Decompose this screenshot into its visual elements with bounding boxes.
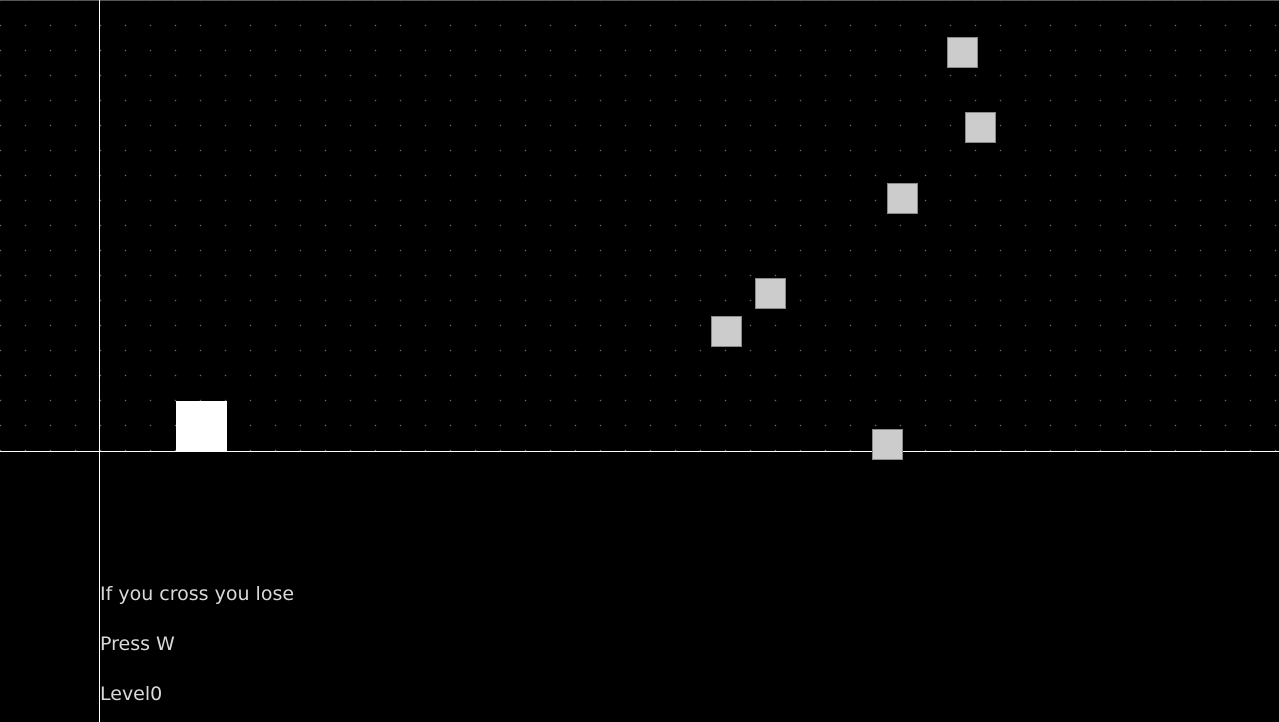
- obstacle-block: [965, 112, 996, 143]
- obstacle-block: [947, 37, 978, 68]
- level-indicator: Level0: [100, 683, 162, 705]
- obstacle-block: [755, 278, 786, 309]
- obstacle-block: [711, 316, 742, 347]
- instruction-text: Press W: [100, 633, 175, 655]
- obstacle-block: [872, 429, 903, 460]
- level-label: Level: [100, 683, 151, 705]
- warning-text: If you cross you lose: [100, 583, 295, 605]
- left-boundary-line: [99, 0, 100, 722]
- player-block: [176, 401, 227, 451]
- dot-grid-background: [0, 0, 1279, 451]
- top-border-line: [0, 0, 1279, 1]
- obstacle-block: [887, 183, 918, 214]
- level-value: 0: [150, 683, 163, 705]
- ground-line: [0, 451, 1279, 452]
